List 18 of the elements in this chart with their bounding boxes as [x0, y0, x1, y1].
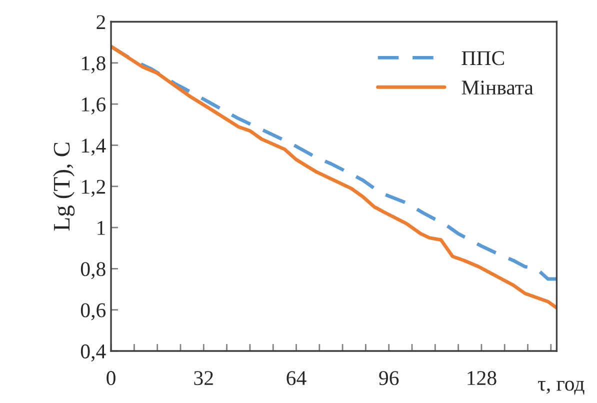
y-tick-label: 0,6: [80, 303, 106, 320]
legend-label: Мінвата: [462, 80, 534, 95]
y-tick-label: 1,8: [82, 56, 106, 74]
y-tick-label: 1: [98, 221, 105, 235]
y-tick-label: 1,4: [82, 138, 106, 156]
legend-label: ППС: [462, 51, 504, 66]
y-tick-label: 2: [96, 15, 106, 29]
x-tick-label: 32: [194, 371, 213, 386]
y-tick-label: 1,2: [82, 180, 106, 197]
y-tick-label: 0,8: [80, 262, 106, 280]
x-tick-label: 64: [286, 371, 306, 386]
y-tick-label: 0,4: [80, 344, 106, 362]
x-tick-label: 128: [468, 371, 496, 386]
x-axis-title: τ, год: [538, 380, 584, 395]
x-tick-label: 96: [379, 371, 399, 386]
x-tick-label: 0: [106, 371, 116, 386]
y-axis-title: Lg (T), C: [53, 142, 75, 231]
y-tick-label: 1,6: [82, 98, 106, 115]
